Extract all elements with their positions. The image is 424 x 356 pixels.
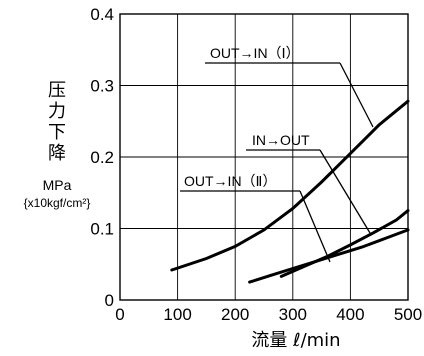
plot-frame xyxy=(119,13,409,301)
curves xyxy=(170,99,410,284)
x-tick-label: 300 xyxy=(279,305,307,324)
series-label-out-in-2: OUT→IN（Ⅱ） xyxy=(184,173,276,189)
y-tick-label: 0.2 xyxy=(90,148,114,167)
series-label-in-out: IN→OUT xyxy=(252,132,310,148)
series-line-out-in-1 xyxy=(170,99,410,272)
x-tick-label: 400 xyxy=(336,305,364,324)
x-axis-title: 流量 ℓ/min xyxy=(251,330,340,351)
y-axis-unit: MPa xyxy=(43,177,72,193)
y-axis-title-char: 力 xyxy=(48,101,66,122)
series-leaders xyxy=(180,62,374,263)
x-tick-label: 500 xyxy=(394,305,422,324)
y-tick-label: 0 xyxy=(105,291,114,310)
y-axis-title-char: 下 xyxy=(48,122,66,143)
x-tick-label: 100 xyxy=(163,305,191,324)
leader-in-out-d xyxy=(319,149,371,234)
y-axis-unit-alt: {x10kgf/cm²} xyxy=(24,196,91,210)
series-label-out-in-1: OUT→IN（Ⅰ） xyxy=(210,45,300,61)
y-axis-title-char: 压 xyxy=(48,80,66,101)
y-tick-label: 0.4 xyxy=(90,5,114,24)
y-tick-label: 0.1 xyxy=(90,220,114,239)
x-tick-label: 200 xyxy=(221,305,249,324)
y-tick-label: 0.3 xyxy=(90,77,114,96)
leader-out-in-2-d xyxy=(299,190,331,263)
tick-labels: 0 100 200 300 400 500 0 0.1 0.2 0.3 0.4 xyxy=(90,5,422,324)
series-line-out-in-2 xyxy=(248,228,410,284)
y-axis-title-char: 降 xyxy=(48,143,66,164)
x-tick-label: 0 xyxy=(115,305,124,324)
leader-out-in-1-d xyxy=(339,62,374,128)
